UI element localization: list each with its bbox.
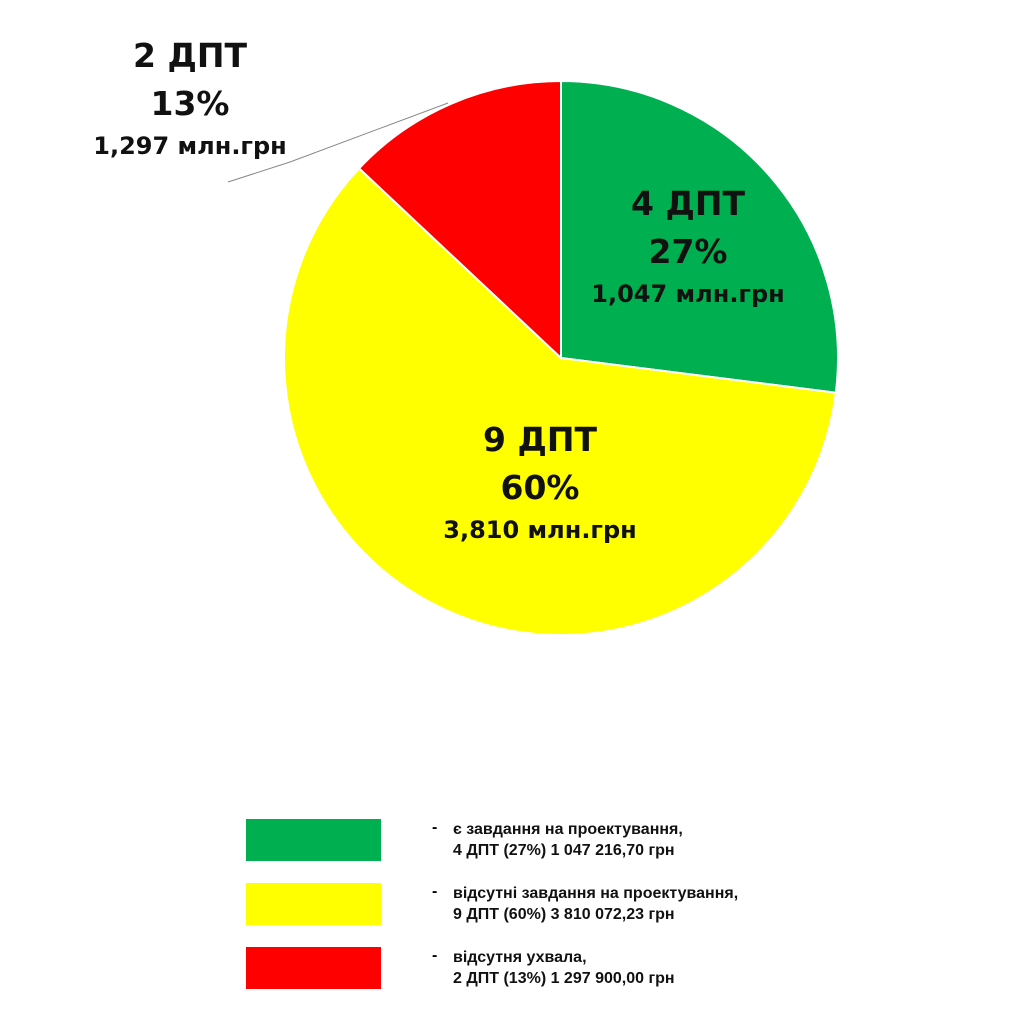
legend-dash: -: [432, 947, 438, 964]
percent-label: 27%: [648, 232, 728, 271]
percent-label: 60%: [500, 468, 580, 507]
amount-label: 3,810 млн.грн: [443, 516, 637, 544]
slice-label-yellow: 9 ДПТ 60% 3,810 млн.грн: [443, 416, 636, 548]
pie-slice-red: [357, 79, 562, 361]
legend-swatch-green: [246, 819, 381, 861]
pie-slice-yellow: [283, 166, 837, 636]
amount-label: 1,297 млн.грн: [93, 132, 287, 160]
legend-item: - відсутня ухвала, 2 ДПТ (13%) 1 297 900,…: [246, 947, 806, 989]
leader-line: [227, 102, 449, 183]
legend-text: відсутні завдання на проектування, 9 ДПТ …: [453, 885, 739, 923]
legend-text: є завдання на проектування, 4 ДПТ (27%) 1…: [453, 821, 683, 859]
legend-item: - відсутні завдання на проектування, 9 ДП…: [246, 883, 806, 925]
amount-label: 1,047 млн.грн: [591, 280, 785, 308]
legend-text: відсутня ухвала, 2 ДПТ (13%) 1 297 900,00…: [453, 949, 675, 987]
legend-swatch-red: [246, 947, 381, 989]
percent-label: 13%: [150, 84, 230, 123]
count-label: 4 ДПТ: [631, 184, 745, 223]
slice-label-green: 4 ДПТ 27% 1,047 млн.грн: [591, 180, 784, 312]
legend-swatch-yellow: [246, 883, 381, 925]
slice-label-red: 2 ДПТ 13% 1,297 млн.грн: [93, 32, 286, 164]
count-label: 2 ДПТ: [133, 36, 247, 75]
legend-dash: -: [432, 819, 438, 836]
pie-slice-green: [560, 79, 839, 394]
legend-dash: -: [432, 883, 438, 900]
count-label: 9 ДПТ: [483, 420, 597, 459]
legend-item: - є завдання на проектування, 4 ДПТ (27%)…: [246, 819, 806, 861]
